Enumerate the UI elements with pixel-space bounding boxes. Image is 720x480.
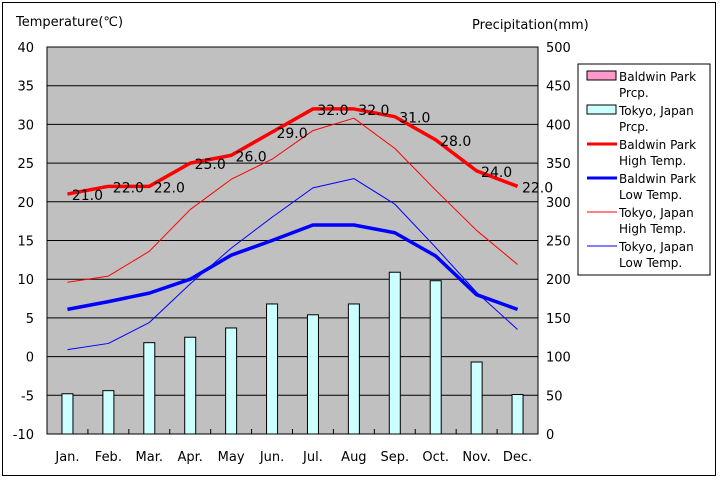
precip-bar	[143, 342, 156, 435]
legend: Baldwin Park Prcp. Tokyo, Japan Prcp. Baldwi…	[577, 63, 711, 276]
precip-bar	[102, 390, 115, 435]
temp-line	[67, 117, 518, 283]
y-left-tick-label: 30	[17, 118, 34, 133]
precip-bar	[225, 327, 238, 435]
x-tick-label: May	[218, 450, 245, 465]
legend-label: Tokyo, Japan	[618, 206, 694, 220]
data-label: 32.0	[317, 103, 348, 119]
y-left-tick-label: -5	[21, 389, 34, 404]
legend-label: Baldwin Park	[619, 172, 696, 186]
y-right-tick-label: 450	[546, 80, 571, 95]
x-tick-label: Jan.	[54, 450, 79, 465]
y-right-tick-label: 300	[546, 196, 571, 211]
legend-label: Baldwin Park	[619, 70, 696, 84]
x-tick-label: Aug	[341, 450, 366, 465]
y-right-axis-title: Precipitation(mm)	[472, 18, 589, 33]
legend-box	[577, 63, 711, 276]
y-left-axis-title: Temperature(℃)	[15, 15, 123, 30]
precip-bar	[429, 280, 442, 435]
legend-label: Prcp.	[619, 120, 649, 134]
data-label: 28.0	[440, 134, 471, 150]
x-tick-label: Oct.	[422, 450, 449, 465]
legend-label: Tokyo, Japan	[618, 104, 694, 118]
y-left-tick-label: 35	[17, 80, 34, 95]
precip-bar	[347, 303, 360, 435]
data-label: 25.0	[195, 157, 226, 173]
precip-bar	[61, 393, 74, 435]
precip-bar	[470, 361, 483, 435]
legend-label: High Temp.	[619, 222, 686, 236]
legend-label: Prcp.	[619, 86, 649, 100]
temp-line	[67, 223, 519, 312]
data-label: 29.0	[276, 126, 307, 142]
y-left-tick-label: 5	[26, 312, 34, 327]
legend-swatch	[586, 104, 617, 115]
y-left-tick-labels: 40 35 30 25 20 15 10 5 0 -5 -10	[13, 41, 34, 443]
x-tick-label: Sep.	[380, 450, 409, 465]
precip-bar	[511, 394, 524, 435]
y-right-tick-label: 100	[546, 351, 571, 366]
precip-bar	[306, 314, 319, 435]
x-tick-label: Dec.	[503, 450, 532, 465]
y-right-tick-label: 350	[546, 157, 571, 172]
gridlines	[47, 85, 538, 396]
x-tick-label: Apr.	[177, 450, 202, 465]
data-label: 22.0	[154, 180, 185, 196]
y-left-tick-label: 10	[17, 273, 34, 288]
x-tick-labels: Jan. Feb. Mar. Apr. May Jun. Jul. Aug Sep. Oct. No…	[54, 450, 532, 465]
y-left-tick-label: 40	[17, 41, 34, 56]
precip-bar	[388, 271, 401, 435]
lines-group	[67, 107, 519, 351]
y-right-tick-label: 400	[546, 118, 571, 133]
legend-label: Tokyo, Japan	[618, 240, 694, 254]
y-left-tick-label: 25	[17, 157, 34, 172]
y-right-tick-label: 50	[546, 389, 563, 404]
x-tick-label: Nov.	[462, 450, 491, 465]
x-tick-label: Jul.	[302, 450, 323, 465]
data-labels-group: 21.0 22.0 22.0 25.0 26.0 29.0 32.0 32.0 31.0 28.0…	[72, 103, 553, 204]
temp-line	[67, 178, 518, 351]
x-tick-label: Jun.	[259, 450, 284, 465]
x-tick-label: Feb.	[95, 450, 122, 465]
y-left-tick-label: 0	[26, 351, 34, 366]
temp-line	[67, 107, 519, 196]
legend-label: Baldwin Park	[619, 138, 696, 152]
legend-label: Low Temp.	[619, 188, 682, 202]
y-left-tick-label: 20	[17, 196, 34, 211]
x-ticks-group	[87, 429, 498, 434]
legend-swatch	[586, 70, 617, 81]
precip-bar	[184, 336, 197, 435]
data-label: 22.0	[113, 180, 144, 196]
data-label: 32.0	[358, 103, 389, 119]
y-right-tick-label: 200	[546, 273, 571, 288]
y-left-tick-label: 15	[17, 235, 34, 250]
data-label: 24.0	[481, 165, 512, 181]
y-right-tick-label: 500	[546, 41, 571, 56]
data-label: 21.0	[72, 188, 103, 204]
data-label: 31.0	[399, 111, 430, 127]
legend-label: High Temp.	[619, 154, 686, 168]
x-tick-label: Mar.	[136, 450, 163, 465]
legend-label: Low Temp.	[619, 256, 682, 270]
y-right-tick-label: 250	[546, 235, 571, 250]
y-right-tick-label: 150	[546, 312, 571, 327]
y-right-tick-label: 0	[546, 428, 554, 443]
y-left-tick-label: -10	[13, 428, 34, 443]
data-label: 26.0	[236, 149, 267, 165]
precip-bar	[266, 303, 279, 435]
